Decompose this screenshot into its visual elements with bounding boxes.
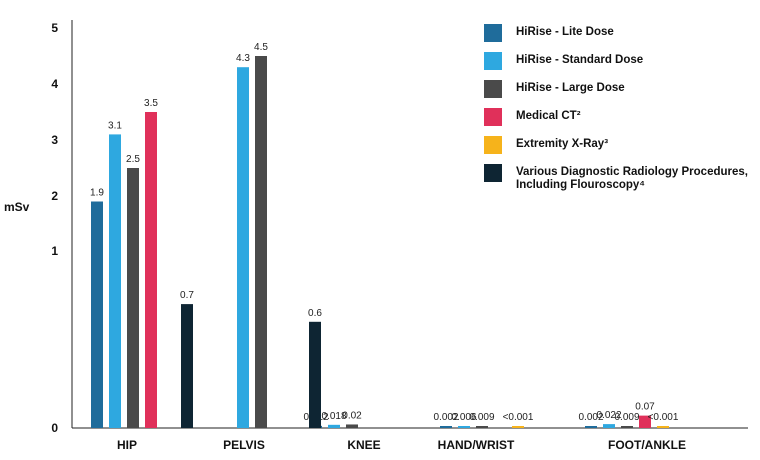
bar <box>512 426 524 428</box>
legend-item: HiRise - Large Dose <box>484 80 754 98</box>
data-label: 0.009 <box>614 412 639 423</box>
bar <box>237 67 249 428</box>
data-label: 1.9 <box>90 188 104 199</box>
bar <box>309 321 321 428</box>
data-label: 0.02 <box>342 410 362 421</box>
data-label: 3.1 <box>108 120 122 131</box>
data-label: 0.002 <box>578 412 603 423</box>
chart-legend: HiRise - Lite Dose HiRise - Standard Dose… <box>484 24 754 202</box>
data-label: 3.5 <box>144 98 158 109</box>
legend-item: HiRise - Standard Dose <box>484 52 754 70</box>
data-label: 0.7 <box>180 290 194 301</box>
data-label: 0.022 <box>596 410 621 421</box>
bar <box>458 426 470 428</box>
y-tick-label: 0 <box>51 421 58 435</box>
bar <box>109 134 121 428</box>
bar <box>476 426 488 428</box>
data-label: 0.018 <box>321 411 346 422</box>
legend-label: Medical CT² <box>516 110 581 122</box>
y-tick-label: 4 <box>51 77 58 91</box>
legend-swatch <box>484 52 502 70</box>
data-label: <0.001 <box>648 412 679 423</box>
legend-label: Extremity X-Ray³ <box>516 138 609 150</box>
bar <box>621 426 633 428</box>
x-category-label: KNEE <box>347 438 380 452</box>
data-label: 2.5 <box>126 154 140 165</box>
bar <box>255 56 267 428</box>
data-label: <0.001 <box>503 412 534 423</box>
legend-swatch <box>484 24 502 42</box>
bar <box>585 426 597 428</box>
legend-swatch <box>484 108 502 126</box>
bar <box>639 415 651 428</box>
data-label: 4.5 <box>254 42 268 53</box>
data-label: 4.3 <box>236 53 250 64</box>
bar <box>328 424 340 428</box>
legend-item: HiRise - Lite Dose <box>484 24 754 42</box>
data-label: 0.009 <box>469 412 494 423</box>
legend-label: HiRise - Lite Dose <box>516 26 614 38</box>
y-tick-label: 3 <box>51 133 58 147</box>
legend-swatch <box>484 80 502 98</box>
legend-label: Various Diagnostic Radiology Procedures,… <box>516 166 748 191</box>
bar <box>603 424 615 428</box>
x-category-label: PELVIS <box>223 438 265 452</box>
bar <box>181 304 193 428</box>
y-tick-label: 1 <box>51 244 58 258</box>
x-category-label: HAND/WRIST <box>438 438 515 452</box>
y-tick-label: 2 <box>51 189 58 203</box>
bar <box>127 168 139 428</box>
x-category-label: FOOT/ANKLE <box>608 438 686 452</box>
bar <box>440 426 452 428</box>
x-category-label: HIP <box>117 438 137 452</box>
bar <box>145 112 157 428</box>
y-tick-label: 5 <box>51 21 58 35</box>
legend-swatch <box>484 164 502 182</box>
legend-swatch <box>484 136 502 154</box>
data-label: 0.002 <box>433 412 458 423</box>
legend-item: Extremity X-Ray³ <box>484 136 754 154</box>
data-label: 0.6 <box>308 308 322 319</box>
legend-label: HiRise - Standard Dose <box>516 54 644 66</box>
data-label: 0.006 <box>451 412 476 423</box>
bar <box>346 424 358 428</box>
legend-item: Medical CT² <box>484 108 754 126</box>
bar <box>657 426 669 428</box>
legend-item: Various Diagnostic Radiology Procedures,… <box>484 164 754 192</box>
legend-label: HiRise - Large Dose <box>516 82 625 94</box>
data-label: 0.07 <box>635 402 655 413</box>
y-axis-label: mSv <box>4 200 30 214</box>
bar <box>91 201 103 428</box>
